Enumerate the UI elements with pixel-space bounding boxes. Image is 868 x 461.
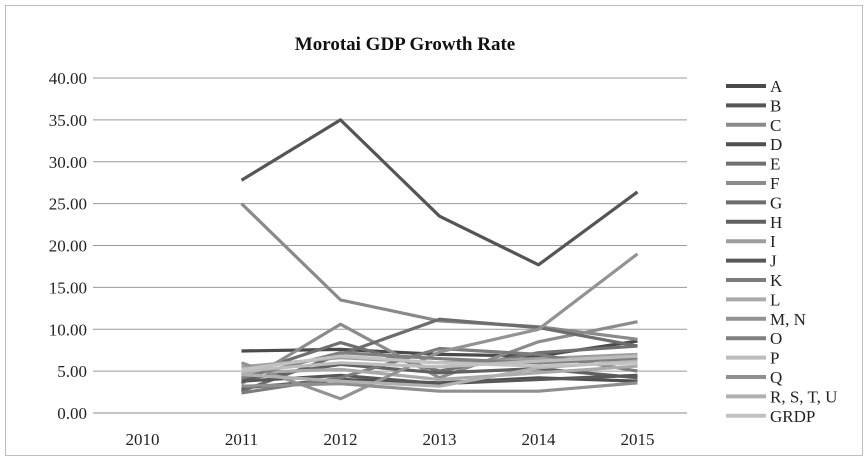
series-line-14: [241, 354, 638, 373]
legend-label: D: [770, 135, 782, 154]
series-line-9: [241, 373, 638, 386]
y-tick-label: 25.00: [49, 195, 87, 214]
legend-label: I: [770, 232, 776, 251]
legend-label: H: [770, 213, 782, 232]
x-tick-label: 2015: [621, 430, 655, 449]
series-line-15: [241, 381, 638, 393]
y-tick-label: 15.00: [49, 278, 87, 297]
x-tick-label: 2012: [324, 430, 358, 449]
y-axis-ticks: 0.00 5.00 10.00 15.00 20.00 25.00 30.00 35.00 40…: [49, 69, 87, 423]
gridlines: [93, 77, 687, 414]
y-tick-label: 5.00: [57, 362, 87, 381]
legend-label: E: [770, 155, 780, 174]
legend-label: M, N: [770, 310, 806, 329]
y-tick-label: 30.00: [49, 153, 87, 172]
legend-label: L: [770, 290, 780, 309]
chart-frame: [5, 5, 863, 456]
series-line-2: [240, 202, 638, 341]
y-tick-label: 35.00: [49, 111, 87, 130]
legend-label: O: [770, 329, 782, 348]
series-line-1: [240, 118, 639, 267]
legend-label: A: [770, 77, 783, 96]
legend-label: Q: [770, 368, 782, 387]
legend-label: F: [770, 174, 779, 193]
legend-label: G: [770, 193, 782, 212]
legend-label: P: [770, 349, 779, 368]
x-tick-label: 2011: [225, 430, 258, 449]
x-tick-label: 2010: [126, 430, 160, 449]
series-line-17: [241, 354, 638, 371]
legend-label: C: [770, 116, 781, 135]
y-tick-label: 10.00: [49, 320, 87, 339]
series-line-12: [240, 252, 639, 401]
x-tick-label: 2014: [522, 430, 557, 449]
chart-title: Morotai GDP Growth Rate: [295, 34, 515, 55]
legend-label: R, S, T, U: [770, 387, 837, 406]
legend-label: B: [770, 96, 781, 115]
x-axis-ticks: 2010 2011 2012 2013 2014 2015: [126, 430, 655, 449]
y-tick-label: 40.00: [49, 69, 87, 88]
x-tick-label: 2013: [423, 430, 457, 449]
series-lines: [240, 118, 639, 401]
legend-label: J: [770, 252, 777, 271]
y-tick-label: 0.00: [57, 404, 87, 423]
series-line-4: [240, 341, 638, 377]
series-line-11: [241, 364, 638, 382]
y-tick-label: 20.00: [49, 237, 87, 256]
legend-label: GRDP: [770, 407, 815, 426]
legend-label: K: [770, 271, 783, 290]
